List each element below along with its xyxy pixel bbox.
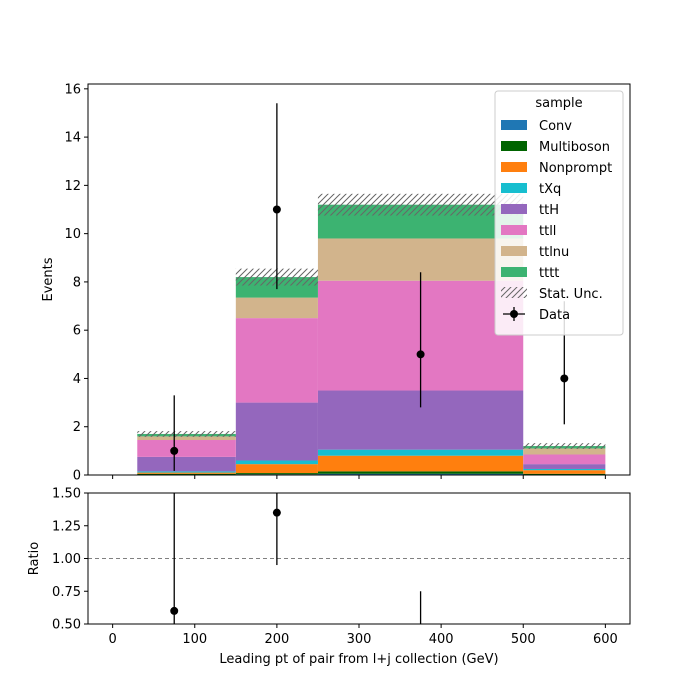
- main-y-tick-label-0: 0: [73, 469, 81, 484]
- bar-ttll-bin-1: [137, 440, 236, 457]
- legend-label-ttll: ttll: [539, 224, 556, 239]
- data-point-1: [170, 446, 179, 455]
- legend-swatch-tttt: [501, 267, 527, 277]
- ratio-y-tick-label-0.75: 0.75: [52, 585, 81, 600]
- ratio-y-tick-label-1.00: 1.00: [52, 552, 81, 567]
- legend-label-data: Data: [539, 308, 570, 323]
- data-point-3: [416, 350, 425, 359]
- legend-swatch-multiboson: [501, 141, 527, 151]
- legend: sample Conv Multiboson Nonprompt tXq ttH ttll t…: [494, 90, 624, 336]
- ratio-y-tick-label-1.50: 1.50: [52, 487, 81, 502]
- main-y-tick-label-6: 6: [73, 324, 81, 339]
- bar-txq-bin-2: [235, 460, 318, 465]
- bar-multiboson-bin-2: [235, 473, 318, 475]
- bar-tth-bin-2: [235, 402, 318, 461]
- legend-marker-data: [510, 310, 518, 318]
- legend-label-conv: Conv: [539, 119, 572, 134]
- bar-multiboson-bin-1: [137, 473, 236, 475]
- main-y-tick-label-10: 10: [64, 227, 81, 242]
- stat-unc-band-bin-1: [137, 431, 236, 437]
- legend-label-tth: ttH: [539, 203, 559, 218]
- stat-unc-band-bin-3: [317, 193, 524, 216]
- bar-nonprompt-bin-3: [317, 455, 524, 472]
- x-tick-label-500: 500: [511, 632, 536, 647]
- legend-title: sample: [535, 96, 582, 111]
- x-tick-label-200: 200: [264, 632, 289, 647]
- x-tick-label-100: 100: [182, 632, 207, 647]
- main-x-ticks: [112, 475, 606, 479]
- bar-tth-bin-1: [137, 456, 236, 472]
- main-y-tick-label-16: 16: [64, 82, 81, 97]
- bar-txq-bin-4: [523, 468, 606, 471]
- stat-unc-band-bin-4: [523, 443, 606, 449]
- ratio-y-tick-label-1.25: 1.25: [52, 519, 81, 534]
- ratio-y-axis-label: Ratio: [27, 542, 42, 575]
- legend-swatch-ttll: [501, 225, 527, 235]
- legend-label-stat-unc: Stat. Unc.: [539, 287, 603, 302]
- main-plot: 0 2 4 6 8 10 12 14 16 Events sample Conv Multiboso…: [41, 82, 631, 484]
- legend-label-ttlnu: ttlnu: [539, 245, 569, 260]
- ratio-x-axis: 0 100 200 300 400 500 600: [108, 624, 618, 647]
- legend-label-txq: tXq: [539, 182, 561, 197]
- legend-swatch-ttlnu: [501, 246, 527, 256]
- legend-swatch-nonprompt: [501, 162, 527, 172]
- x-tick-label-0: 0: [108, 632, 116, 647]
- ratio-y-axis: 0.50 0.75 1.00 1.25 1.50: [52, 487, 88, 633]
- legend-label-tttt: tttt: [539, 266, 559, 281]
- legend-swatch-tth: [501, 204, 527, 214]
- data-point-4: [560, 374, 569, 383]
- bar-txq-bin-3: [317, 449, 524, 456]
- bar-ttll-bin-2: [235, 318, 318, 403]
- ratio-point-1: [170, 606, 179, 615]
- x-axis-label: Leading pt of pair from l+j collection (…: [219, 652, 498, 667]
- legend-label-nonprompt: Nonprompt: [539, 161, 612, 176]
- x-tick-label-600: 600: [593, 632, 618, 647]
- ratio-plot: 0.50 0.75 1.00 1.25 1.50 0 100 200 300 400 500 600…: [27, 487, 631, 667]
- legend-swatch-conv: [501, 120, 527, 130]
- main-y-axis: 0 2 4 6 8 10 12 14 16: [64, 82, 88, 484]
- main-y-tick-label-8: 8: [73, 275, 81, 290]
- ratio-point-2: [272, 508, 281, 517]
- bar-nonprompt-bin-4: [523, 470, 606, 474]
- x-tick-label-300: 300: [347, 632, 372, 647]
- legend-swatch-txq: [501, 183, 527, 193]
- bar-nonprompt-bin-1: [137, 472, 236, 474]
- ratio-plot-frame: [87, 492, 631, 625]
- ratio-point-3: [417, 628, 425, 636]
- ratio-data-layer: [170, 493, 425, 636]
- x-tick-label-400: 400: [429, 632, 454, 647]
- bar-txq-bin-1: [137, 471, 236, 473]
- ratio-y-tick-label-0.50: 0.50: [52, 618, 81, 633]
- bar-ttlnu-bin-2: [235, 297, 318, 319]
- bar-ttll-bin-4: [523, 454, 606, 465]
- bar-nonprompt-bin-2: [235, 464, 318, 474]
- main-y-tick-label-14: 14: [64, 131, 81, 146]
- bar-conv-bin-3: [317, 473, 524, 475]
- bar-multiboson-bin-4: [523, 473, 606, 475]
- bar-tth-bin-4: [523, 464, 606, 469]
- main-y-axis-label: Events: [41, 257, 56, 301]
- bar-ttlnu-bin-1: [137, 436, 236, 441]
- main-y-tick-label-4: 4: [73, 372, 81, 387]
- legend-label-multiboson: Multiboson: [539, 140, 610, 155]
- legend-swatch-stat-unc: [501, 287, 527, 298]
- data-point-2: [272, 205, 281, 214]
- data-layer: [170, 103, 569, 471]
- bar-ttlnu-bin-4: [523, 448, 606, 455]
- main-y-tick-label-2: 2: [73, 420, 81, 435]
- bar-multiboson-bin-3: [317, 471, 524, 474]
- main-y-tick-label-12: 12: [64, 179, 81, 194]
- stat-unc-layer: [137, 193, 606, 449]
